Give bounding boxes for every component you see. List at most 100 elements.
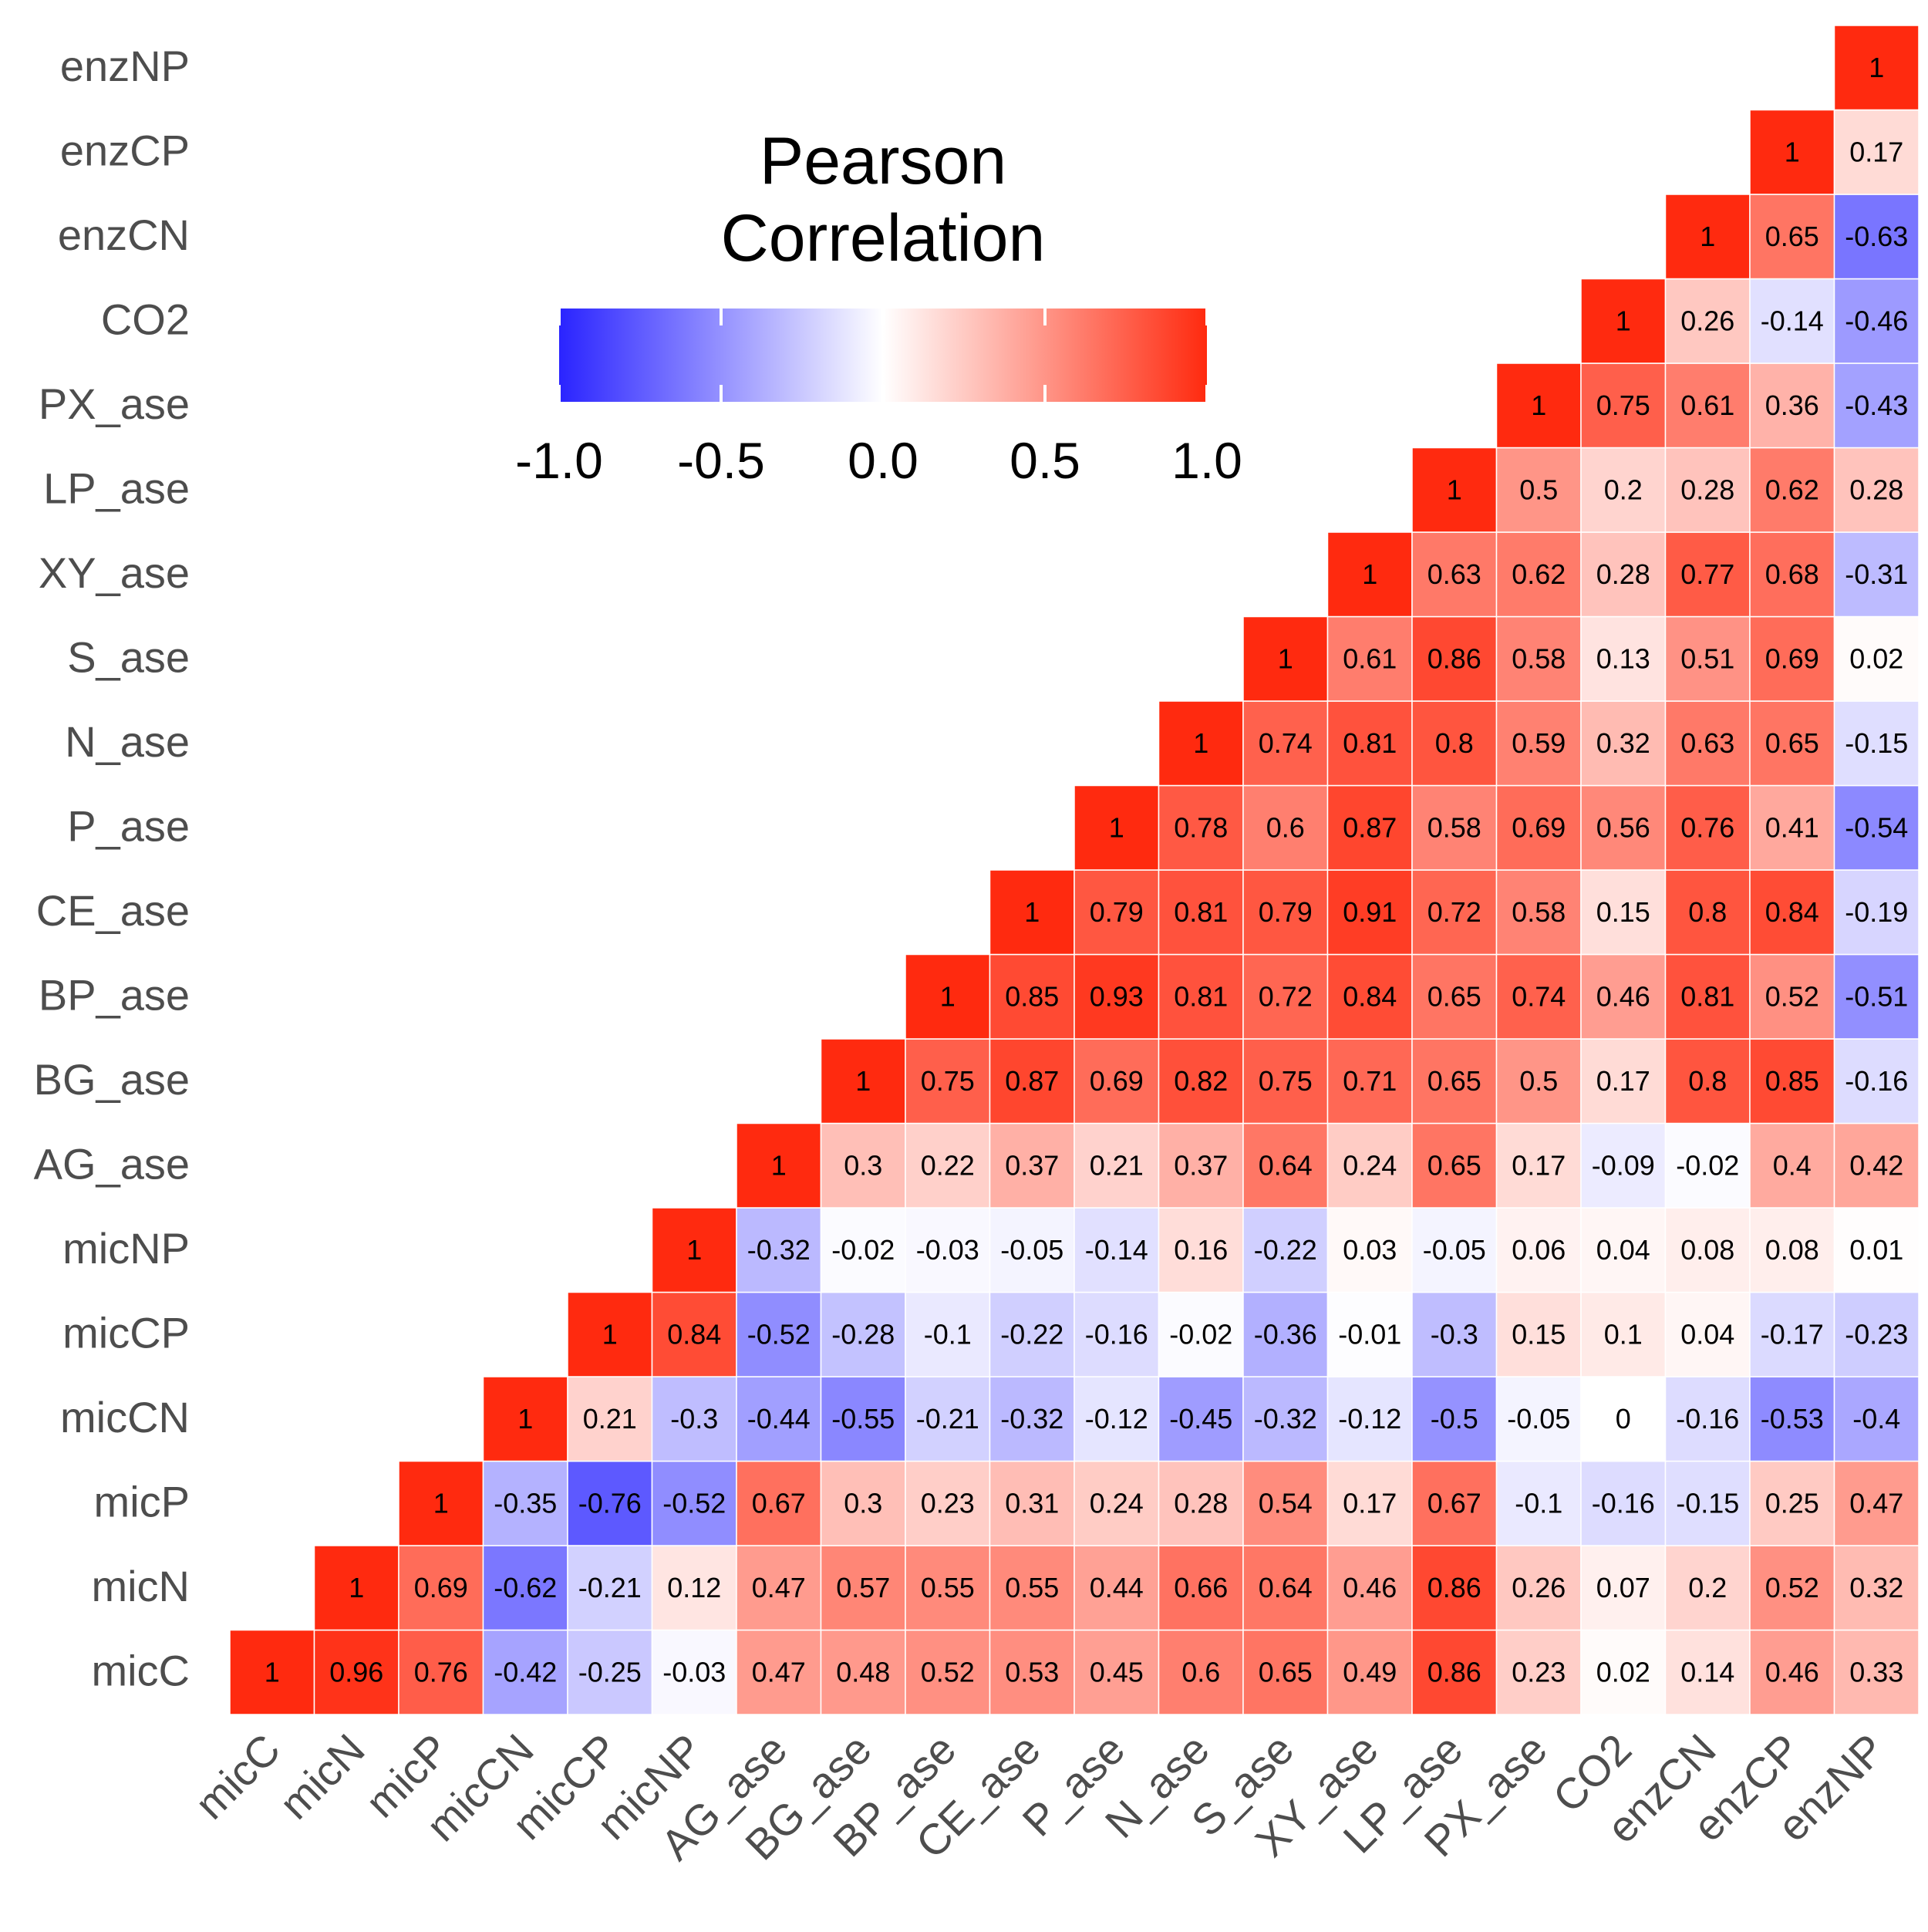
y-tick-label: micC	[91, 1646, 190, 1694]
heatmap-cell	[1326, 700, 1413, 787]
y-tick-label: micN	[91, 1562, 190, 1610]
heatmap-cell	[905, 1545, 991, 1631]
heatmap-cell	[1326, 784, 1413, 871]
heatmap-cell	[1411, 447, 1498, 533]
cell-value-label: 0.87	[1343, 811, 1397, 843]
cell-value-label: 0.08	[1680, 1234, 1734, 1266]
cell-value-label: 0.32	[1849, 1572, 1903, 1603]
cell-value-label: 0.65	[1427, 980, 1481, 1012]
cell-value-label: -0.14	[1761, 305, 1824, 336]
cell-value-label: -0.42	[494, 1656, 557, 1688]
heatmap-cell	[398, 1460, 484, 1546]
cell-value-label: 0.46	[1343, 1572, 1397, 1603]
heatmap-cell	[1664, 784, 1751, 871]
heatmap-cell	[651, 1460, 737, 1546]
cell-value-label: -0.35	[494, 1487, 557, 1519]
heatmap-cell	[1326, 1460, 1413, 1546]
cell-value-label: 0.84	[667, 1318, 721, 1350]
cell-value-label: 0.12	[667, 1572, 721, 1603]
x-tick-label: micN	[270, 1725, 374, 1829]
cell-value-label: 1	[1193, 727, 1208, 759]
cell-value-label: 1	[940, 980, 956, 1012]
heatmap-cell	[989, 869, 1075, 956]
cell-value-label: 0.21	[583, 1403, 637, 1435]
cell-value-label: 0.65	[1427, 1065, 1481, 1097]
cell-value-label: 0.53	[1005, 1656, 1059, 1688]
heatmap-cell	[1833, 1460, 1920, 1546]
heatmap-cell	[398, 1629, 484, 1715]
heatmap-cell	[313, 1545, 399, 1631]
heatmap-cell	[1833, 531, 1920, 618]
heatmap-cell	[1833, 869, 1920, 956]
cell-value-label: 0.59	[1512, 727, 1566, 759]
heatmap-cell	[1833, 362, 1920, 449]
cell-value-label: 0.47	[1849, 1487, 1903, 1519]
cell-value-label: -0.32	[1254, 1403, 1317, 1435]
cell-value-label: -0.1	[924, 1318, 972, 1350]
heatmap-cell	[1580, 278, 1667, 364]
heatmap-cell	[1074, 784, 1160, 871]
y-tick-label: S_ase	[67, 632, 190, 681]
heatmap-cell	[482, 1545, 568, 1631]
cell-value-label: 1	[265, 1656, 280, 1688]
cell-value-label: 0.66	[1174, 1572, 1228, 1603]
cell-value-label: 0.96	[329, 1656, 383, 1688]
heatmap-cell	[1833, 194, 1920, 280]
heatmap-cell	[1074, 1376, 1160, 1462]
cell-value-label: 1	[433, 1487, 449, 1519]
heatmap-cell	[1664, 953, 1751, 1040]
heatmap-cell	[1664, 1545, 1751, 1631]
cell-value-label: -0.55	[831, 1403, 895, 1435]
heatmap-cell	[1580, 953, 1667, 1040]
heatmap-cell	[1411, 1291, 1498, 1377]
heatmap-cell	[1074, 1207, 1160, 1293]
cell-value-label: 0.69	[414, 1572, 468, 1603]
cell-value-label: -0.3	[1431, 1318, 1478, 1350]
heatmap-cell	[1833, 615, 1920, 702]
cell-value-label: 0.17	[1343, 1487, 1397, 1519]
heatmap-cells	[229, 25, 1920, 1715]
heatmap-cell	[1580, 1460, 1667, 1546]
heatmap-cell	[820, 1629, 906, 1715]
cell-value-label: -0.46	[1845, 305, 1908, 336]
cell-value-label: -0.15	[1676, 1487, 1739, 1519]
cell-value-label: 0.6	[1181, 1656, 1220, 1688]
cell-value-label: 0.45	[1090, 1656, 1144, 1688]
heatmap-cell	[1411, 531, 1498, 618]
heatmap-cell	[1158, 1460, 1244, 1546]
cell-value-label: 0.82	[1174, 1065, 1228, 1097]
cell-value-label: 0.55	[1005, 1572, 1059, 1603]
cell-value-label: 0.32	[1596, 727, 1650, 759]
cell-value-label: 0.79	[1259, 896, 1313, 928]
heatmap-cell	[1664, 447, 1751, 533]
cell-value-label: 0.52	[1765, 1572, 1819, 1603]
cell-value-label: 0.93	[1090, 980, 1144, 1012]
cell-value-label: 0.02	[1596, 1656, 1650, 1688]
heatmap-cell	[1833, 447, 1920, 533]
cell-value-label: -0.12	[1338, 1403, 1401, 1435]
cell-value-label: 0.14	[1680, 1656, 1734, 1688]
heatmap-cell	[989, 1376, 1075, 1462]
cell-value-label: -0.32	[747, 1234, 811, 1266]
cell-value-label: 1	[1362, 558, 1377, 590]
cell-value-label: -0.16	[1845, 1065, 1908, 1097]
y-tick-label: enzCP	[60, 126, 190, 174]
x-axis-labels: micCmicNmicPmicCNmicCPmicNPAG_aseBG_aseB…	[186, 1725, 1894, 1870]
heatmap-cell	[1242, 1038, 1329, 1124]
heatmap-cell	[1749, 1545, 1835, 1631]
cell-value-label: 1	[686, 1234, 702, 1266]
heatmap-cell	[989, 1629, 1075, 1715]
cell-value-label: 1	[1278, 642, 1293, 674]
cell-value-label: 0.47	[752, 1572, 806, 1603]
heatmap-cell	[1495, 1376, 1582, 1462]
y-tick-label: micP	[94, 1477, 190, 1526]
heatmap-cell	[1749, 1629, 1835, 1715]
cell-value-label: 0.5	[1519, 474, 1558, 505]
cell-value-label: -0.3	[670, 1403, 718, 1435]
heatmap-cell	[1158, 1629, 1244, 1715]
cell-value-label: 0.03	[1343, 1234, 1397, 1266]
cell-value-label: -0.51	[1845, 980, 1908, 1012]
cell-value-label: -0.52	[662, 1487, 726, 1519]
cell-value-label: 0.28	[1596, 558, 1650, 590]
